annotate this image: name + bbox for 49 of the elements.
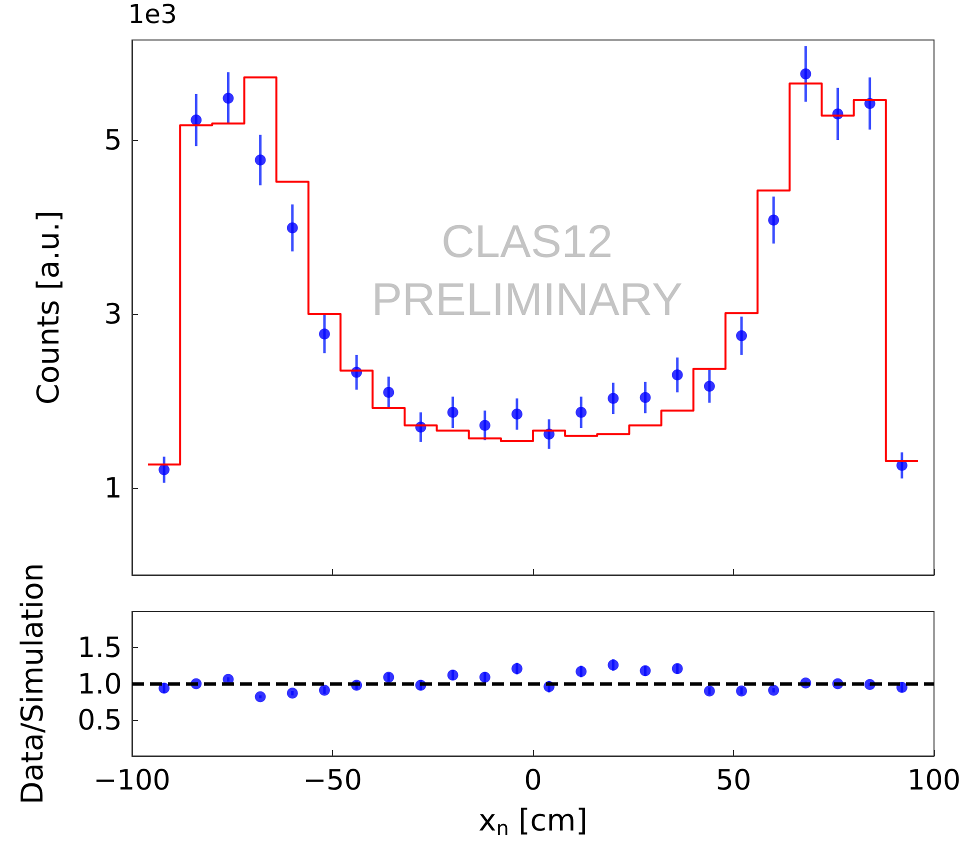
- annotation: PRELIMINARY: [371, 273, 683, 325]
- x-tick-label: 50: [716, 764, 752, 796]
- point: [318, 328, 330, 340]
- point: [254, 154, 266, 166]
- point: [608, 659, 619, 670]
- point: [447, 670, 458, 681]
- y-tick-label: 0.5: [77, 703, 122, 736]
- point: [383, 672, 394, 683]
- point: [640, 665, 651, 676]
- point: [511, 663, 522, 674]
- point: [640, 392, 651, 404]
- point: [608, 392, 619, 404]
- point: [286, 222, 298, 234]
- y-tick-label: 1: [104, 472, 122, 505]
- point: [447, 406, 458, 418]
- point: [318, 684, 330, 696]
- y-tick-label: 1.0: [77, 667, 122, 700]
- x-tick-label: −50: [302, 764, 362, 796]
- point: [704, 685, 715, 696]
- annotation: CLAS12: [441, 215, 613, 267]
- y-axis-title: Counts [a.u.]: [32, 210, 66, 405]
- point: [158, 682, 170, 694]
- point: [736, 685, 748, 696]
- point: [800, 68, 812, 80]
- point: [254, 691, 266, 702]
- point: [511, 408, 522, 420]
- x-tick-label: 100: [907, 764, 961, 796]
- point: [768, 684, 780, 696]
- text: 1e3: [128, 0, 178, 30]
- point: [222, 92, 234, 104]
- point: [704, 380, 715, 392]
- point: [190, 114, 202, 126]
- x-tick-label: −100: [94, 764, 170, 796]
- point: [672, 663, 683, 674]
- point: [768, 214, 780, 226]
- y-tick-label: 3: [104, 298, 122, 331]
- point: [576, 666, 587, 677]
- y-axis-title: Data/Simulation: [16, 562, 50, 805]
- point: [672, 369, 683, 380]
- point: [576, 406, 587, 418]
- y-tick-label: 1.5: [77, 631, 122, 664]
- y-tick-label: 5: [104, 124, 122, 157]
- point: [479, 672, 490, 683]
- point: [158, 464, 170, 476]
- x-tick-label: 0: [524, 764, 542, 796]
- point: [736, 330, 748, 342]
- point: [479, 420, 490, 431]
- point: [383, 386, 394, 398]
- point: [286, 688, 298, 699]
